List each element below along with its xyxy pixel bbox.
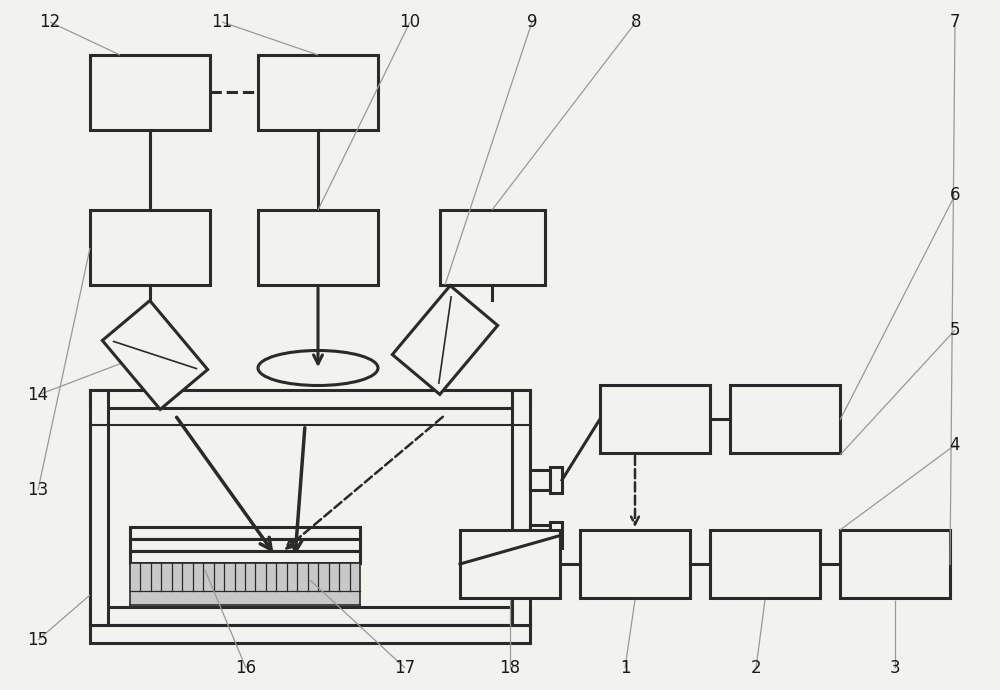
Polygon shape [102, 301, 208, 409]
Bar [460, 530, 560, 598]
Text: 4: 4 [950, 436, 960, 454]
Bar [90, 390, 108, 625]
Text: 11: 11 [211, 13, 233, 31]
Text: 8: 8 [631, 13, 641, 31]
Text: 12: 12 [39, 13, 61, 31]
Text: 14: 14 [27, 386, 49, 404]
Text: 3: 3 [890, 659, 900, 677]
Bar [90, 210, 210, 285]
Bar [730, 385, 840, 453]
Bar [90, 390, 530, 408]
Bar [580, 530, 690, 598]
Text: 15: 15 [27, 631, 49, 649]
Text: 2: 2 [751, 659, 761, 677]
Polygon shape [392, 286, 498, 395]
Bar [130, 563, 360, 605]
Text: 18: 18 [499, 659, 521, 677]
Bar [90, 55, 210, 130]
Text: 9: 9 [527, 13, 537, 31]
Bar [710, 530, 820, 598]
Bar [258, 55, 378, 130]
Bar [530, 470, 550, 490]
Bar [530, 525, 550, 545]
Bar [550, 522, 562, 548]
Bar [130, 551, 360, 563]
Bar [440, 210, 545, 285]
Bar [258, 210, 378, 285]
Bar [90, 625, 530, 643]
Bar [512, 390, 530, 625]
Bar [600, 385, 710, 453]
Bar [550, 467, 562, 493]
Text: 13: 13 [27, 481, 49, 499]
Bar [130, 539, 360, 551]
Bar [130, 527, 360, 539]
Bar [840, 530, 950, 598]
Text: 1: 1 [620, 659, 630, 677]
Text: 16: 16 [235, 659, 257, 677]
Text: 17: 17 [394, 659, 416, 677]
Text: 5: 5 [950, 321, 960, 339]
Bar [90, 607, 530, 625]
Text: 7: 7 [950, 13, 960, 31]
Text: 6: 6 [950, 186, 960, 204]
Text: 10: 10 [399, 13, 421, 31]
